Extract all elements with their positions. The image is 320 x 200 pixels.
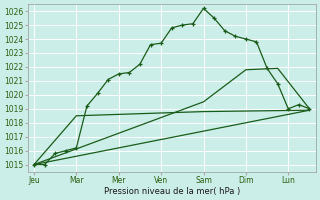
X-axis label: Pression niveau de la mer( hPa ): Pression niveau de la mer( hPa ) [104,187,240,196]
